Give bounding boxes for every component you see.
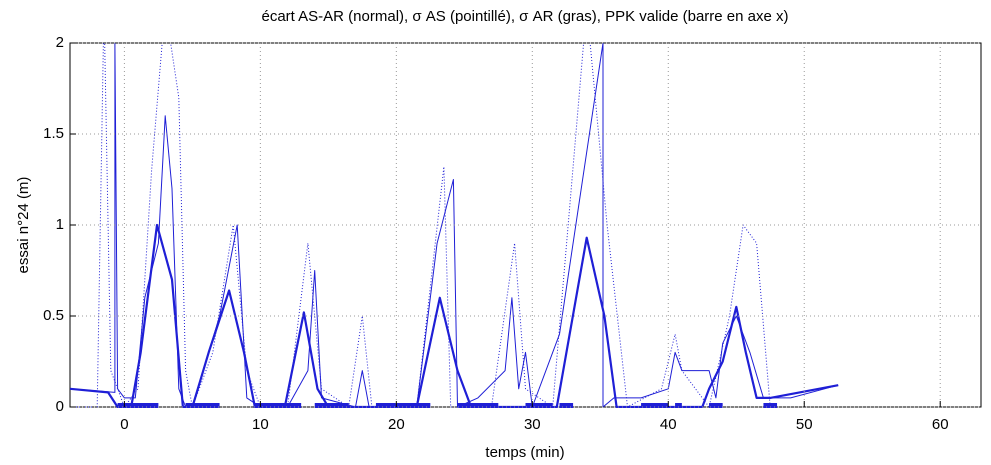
plot-lines [70,43,839,408]
plot-area [69,42,982,408]
x-tick-label: 60 [932,416,949,433]
chart-title: écart AS-AR (normal), σ AS (pointillé), … [261,8,788,25]
ppk-valid-bar [375,403,431,408]
y-tick-label: 1.5 [43,125,64,142]
ppk-valid-bar [525,403,553,408]
y-tick-label: 0 [56,398,64,415]
ppk-valid-bar [763,403,778,408]
ppk-valid-bar [709,403,723,408]
series-line [70,43,839,408]
x-tick-label: 20 [388,416,405,433]
ppk-valid-bar [559,403,574,408]
x-tick-label: 50 [796,416,813,433]
y-tick-label: 0.5 [43,307,64,324]
x-tick-label: 40 [660,416,677,433]
x-tick-label: 0 [120,416,128,433]
ppk-valid-bar [314,403,349,408]
y-tick-label: 2 [56,34,64,51]
ppk-valid-bar [117,403,159,408]
y-axis-label: essai n°24 (m) [15,177,32,274]
y-tick-label: 1 [56,216,64,233]
ppk-valid-bar [675,403,682,408]
ppk-valid-bar [457,403,499,408]
x-tick-label: 30 [524,416,541,433]
ppk-valid-bar [641,403,669,408]
x-axis-label: temps (min) [485,444,564,461]
x-tick-label: 10 [252,416,269,433]
ppk-valid-bar [253,403,302,408]
ppk-valid-bar [185,403,220,408]
